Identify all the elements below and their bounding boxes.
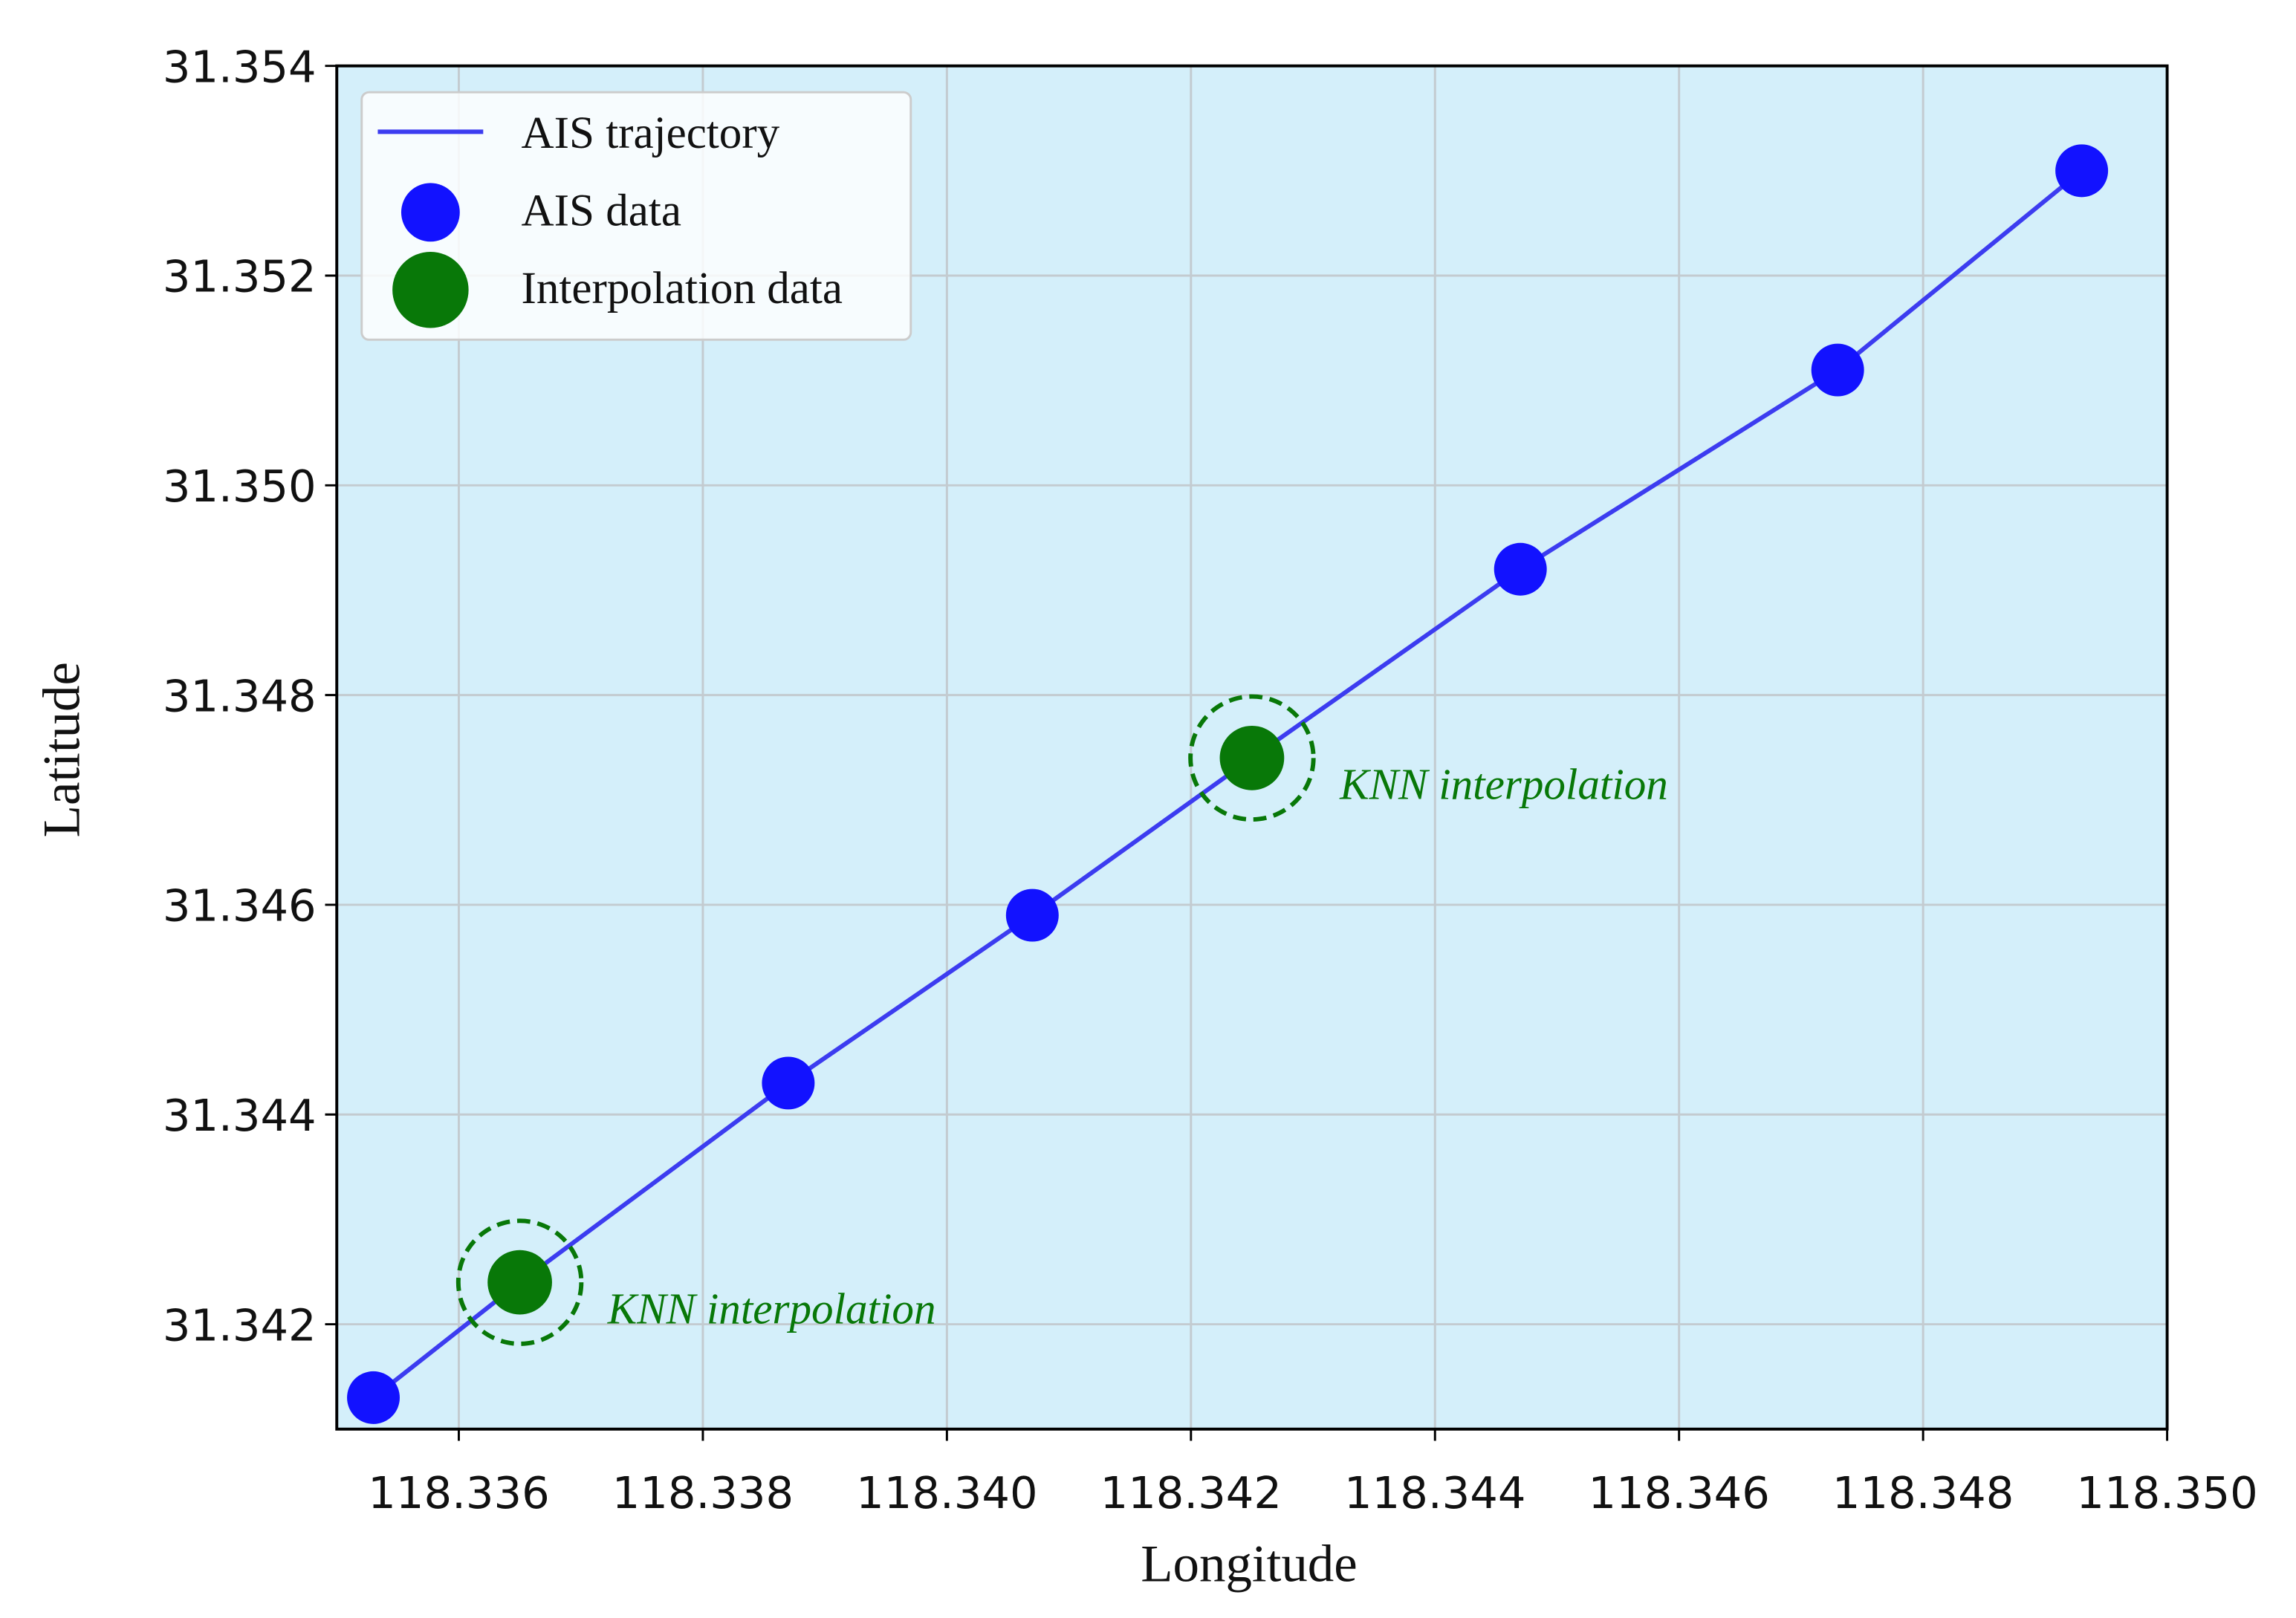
point [1005,888,1059,942]
y-axis-label: Latitude [33,662,91,837]
point [487,1250,552,1315]
highlight-ring [455,1218,584,1346]
legend-swatch [392,252,469,328]
highlight-ring [1188,694,1316,822]
x-tick-label: 118.348 [1832,1467,2014,1518]
x-tick-label: 118.340 [856,1467,1037,1518]
annotation: KNN interpolation [1339,760,1668,809]
x-tick-label: 118.346 [1588,1467,1769,1518]
x-tick-label: 118.342 [1100,1467,1282,1518]
point [1219,725,1285,790]
point [1494,542,1547,596]
y-tick-label: 31.342 [163,1299,317,1351]
trajectory-line [372,169,2083,1400]
legend-box [360,91,912,341]
x-tick-label: 118.344 [1344,1467,1525,1518]
plot-frame [335,64,2169,1431]
y-tick-label: 31.344 [163,1090,317,1141]
x-axis-label: Longitude [1141,1536,1358,1593]
y-tick-label: 31.352 [163,251,317,302]
y-tick-label: 31.346 [163,880,317,932]
y-tick-label: 31.348 [163,670,317,721]
x-tick-label: 118.350 [2076,1467,2257,1518]
legend-label: AIS data [522,186,681,236]
y-tick-label: 31.350 [163,461,317,512]
point [762,1056,815,1110]
point [1811,343,1864,397]
point [2055,144,2109,198]
annotation: KNN interpolation [607,1284,936,1333]
legend-swatch [400,183,460,242]
x-tick-label: 118.336 [368,1467,549,1518]
y-tick-label: 31.354 [163,41,317,92]
legend-label: Interpolation data [522,264,843,313]
x-tick-label: 118.338 [612,1467,794,1518]
legend-label: AIS trajectory [522,108,780,158]
point [347,1371,400,1424]
